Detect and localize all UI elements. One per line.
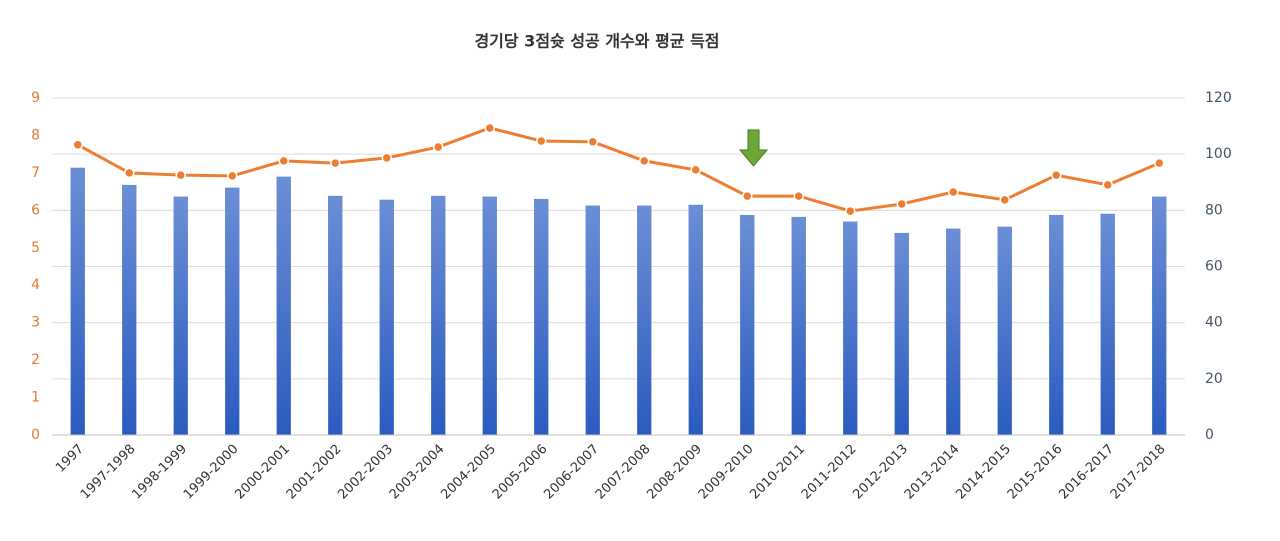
x-tick-label: 2011-2012: [799, 442, 860, 503]
bar: [122, 184, 137, 436]
y2-tick-label: 20: [1205, 371, 1223, 387]
x-tick-label: 1999-2000: [181, 442, 242, 503]
line-point: [1154, 157, 1165, 169]
y-tick-label: 6: [31, 202, 40, 218]
bar: [843, 221, 858, 436]
line-point: [278, 155, 289, 167]
bar: [225, 187, 240, 436]
y-tick-label: 4: [31, 277, 40, 293]
y-tick-label: 3: [31, 315, 40, 331]
line-point: [330, 157, 341, 169]
bar: [173, 196, 188, 436]
bar: [1100, 213, 1115, 436]
line-point: [381, 152, 392, 164]
y-tick-label: 9: [31, 90, 40, 106]
line-point: [896, 198, 907, 210]
x-tick-label: 2002-2003: [335, 442, 396, 503]
bar: [276, 176, 291, 436]
line-point: [948, 186, 959, 198]
x-tick-label: 2015-2016: [1005, 442, 1066, 503]
y2-tick-label: 60: [1205, 259, 1223, 275]
arrow-annotation: [738, 129, 769, 167]
y2-tick-label: 100: [1205, 146, 1232, 162]
x-tick-label: 2009-2010: [696, 442, 757, 503]
y-tick-label: 7: [31, 165, 40, 181]
x-tick-label: 2013-2014: [902, 442, 963, 503]
line-point: [999, 194, 1010, 206]
x-tick-label: 2004-2005: [438, 442, 499, 503]
bar: [1152, 196, 1167, 436]
x-tick-label: 2007-2008: [593, 442, 654, 503]
y-tick-label: 1: [31, 390, 40, 406]
chart-title: 경기당 3점슛 성공 개수와 평균 득점: [474, 32, 719, 51]
x-tick-label: 2010-2011: [747, 442, 808, 503]
x-tick-label: 2005-2006: [490, 442, 551, 503]
bar: [482, 196, 497, 436]
line-point: [124, 167, 135, 179]
line-point: [1051, 169, 1062, 181]
line-point: [1102, 179, 1113, 191]
x-tick-label: 2003-2004: [387, 442, 448, 503]
bar: [740, 214, 755, 436]
bar: [1049, 214, 1064, 436]
bar: [894, 232, 909, 436]
line-point: [587, 136, 598, 148]
y2-tick-label: 80: [1205, 202, 1223, 218]
bar: [791, 216, 806, 436]
line: [77, 126, 1160, 213]
y-tick-label: 8: [31, 127, 40, 143]
line-point: [793, 190, 804, 202]
bar: [534, 198, 549, 436]
line-point: [536, 135, 547, 147]
line-point: [433, 141, 444, 153]
line-point: [639, 155, 650, 167]
y2-tick-label: 40: [1205, 315, 1223, 331]
x-tick-label: 2016-2017: [1056, 442, 1117, 503]
x-tick-label: 2001-2002: [284, 442, 345, 503]
line-point: [690, 164, 701, 176]
x-tick-label: 2008-2009: [644, 442, 705, 503]
bar: [997, 226, 1012, 436]
line-point: [72, 139, 83, 151]
line-point: [227, 170, 238, 182]
line-point: [484, 122, 495, 134]
bar: [688, 204, 703, 436]
x-tick-label: 2014-2015: [953, 442, 1014, 503]
x-tick-label: 2006-2007: [541, 442, 602, 503]
x-tick-label: 1998-1999: [129, 442, 190, 503]
bar: [585, 205, 600, 436]
bar: [379, 199, 394, 436]
line-point: [175, 169, 186, 181]
x-tick-label: 2000-2001: [232, 442, 293, 503]
x-tick-label: 1997: [53, 442, 87, 476]
line-point: [742, 190, 753, 202]
x-tick-label: 2012-2013: [850, 442, 911, 503]
bar: [637, 205, 652, 436]
y-tick-label: 2: [31, 352, 40, 368]
y2-tick-label: 0: [1205, 427, 1214, 443]
x-tick-label: 2017-2018: [1108, 442, 1169, 503]
y2-tick-label: 120: [1205, 90, 1232, 106]
y-tick-label: 5: [31, 240, 40, 256]
bar: [328, 195, 343, 436]
bar: [946, 228, 961, 436]
bar: [70, 167, 85, 436]
bar: [431, 195, 446, 436]
y-tick-label: 0: [31, 427, 40, 443]
x-tick-label: 1997-1998: [78, 442, 139, 503]
line-point: [845, 205, 856, 217]
